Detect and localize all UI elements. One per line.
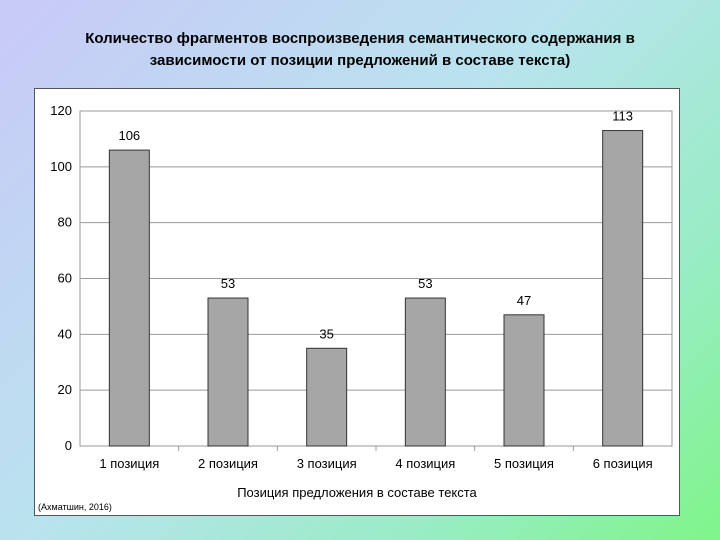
bar-6 [602,130,644,447]
y-tick-label: 40 [58,326,72,341]
slide-title: Количество фрагментов воспроизведения се… [40,28,680,72]
bar-2 [207,297,249,447]
x-tick-label: 5 позиция [494,456,554,471]
slide-title-line-2: зависимости от позиции предложений в сос… [149,52,571,69]
data-label-1: 106 [118,128,140,143]
data-label-4: 53 [418,276,432,291]
y-tick-label: 120 [50,103,72,118]
x-tick-label: 3 позиция [297,456,357,471]
data-label-6: 113 [612,109,633,124]
x-tick-label: 1 позиция [99,456,159,471]
source-citation: (Ахматшин, 2016) [38,502,112,512]
y-tick-label: 100 [50,159,72,174]
bar-3 [306,347,348,447]
data-label-5: 47 [517,293,531,308]
chart-area: 0 20 40 60 80 100 120 106 1 позиция 53 2 позиция 35… [34,88,680,516]
data-label-2: 53 [221,276,235,291]
data-label-3: 35 [319,326,333,341]
bar-5 [503,314,545,447]
x-axis-title: Позиция предложения в составе текста [237,485,477,500]
x-tick-label: 4 позиция [395,456,455,471]
bar-4 [404,297,446,447]
slide-title-line-1: Количество фрагментов воспроизведения се… [85,30,635,47]
y-tick-label: 60 [58,271,72,286]
y-tick-label: 0 [65,438,72,453]
y-tick-label: 20 [58,382,72,397]
bar-chart: 0 20 40 60 80 100 120 106 1 позиция 53 2 позиция 35… [50,103,673,471]
x-tick-label: 6 позиция [593,456,653,471]
bar-1 [108,149,150,447]
y-tick-label: 80 [58,215,72,230]
x-tick-label: 2 позиция [198,456,258,471]
